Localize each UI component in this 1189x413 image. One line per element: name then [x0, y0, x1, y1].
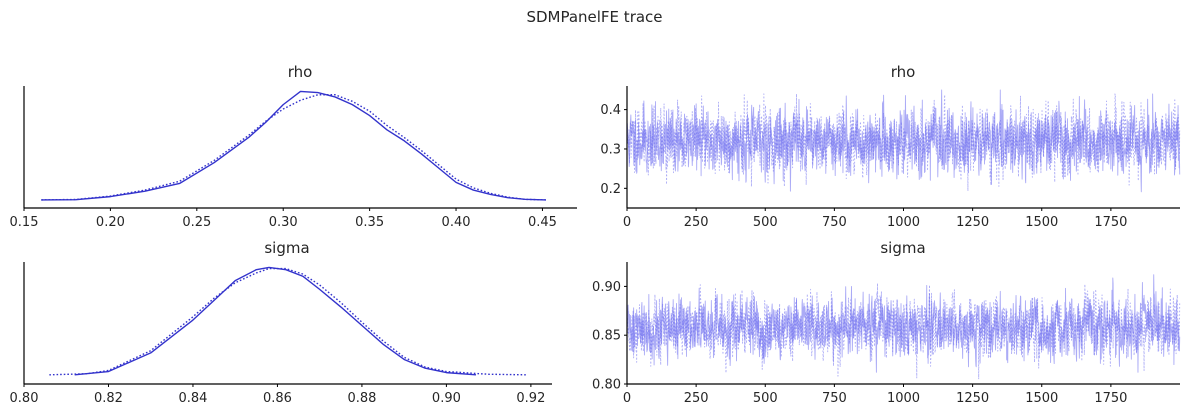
sigma-density-title: sigma	[264, 239, 309, 257]
rho-trace-series-dotted-line	[626, 93, 1181, 192]
rho-trace-x-tick-label: 250	[684, 215, 709, 230]
rho-trace-x-tick-label: 1000	[887, 215, 920, 230]
rho-density-series-dotted-line	[41, 94, 546, 201]
rho-density-x-tick-label: 0.30	[269, 215, 298, 230]
sigma-density-series-dotted-line	[49, 267, 527, 376]
sigma-trace-y-tick-label: 0.80	[592, 378, 621, 393]
sigma-trace-x-tick-label: 750	[822, 391, 847, 406]
figure-title: SDMPanelFE trace	[526, 8, 662, 26]
rho-density-panel: rho 0.15 0.20 0.25 0.30 0.35 0.40 0.45	[10, 63, 577, 230]
sigma-density-x-tick-label: 0.86	[263, 391, 292, 406]
rho-density-x-tick-label: 0.40	[442, 215, 471, 230]
rho-trace-x-tick-label: 500	[753, 215, 778, 230]
sigma-trace-x-tick-label: 1750	[1094, 391, 1127, 406]
rho-trace-x-tick-label: 0	[623, 215, 631, 230]
rho-density-x-tick-label: 0.25	[182, 215, 211, 230]
rho-trace-x-tick-label: 750	[822, 215, 847, 230]
rho-density-x-tick-label: 0.20	[96, 215, 125, 230]
sigma-density-x-tick-label: 0.90	[432, 391, 461, 406]
rho-trace-y-tick-label: 0.2	[600, 182, 621, 197]
rho-trace-panel: rho 0 250 500 750 1000 1250 1500 1750 0.2 0.3 0.4	[600, 63, 1181, 230]
sigma-trace-y-tick-label: 0.85	[592, 329, 621, 344]
sigma-density-x-tick-label: 0.84	[178, 391, 207, 406]
sigma-trace-y-tick-label: 0.90	[592, 280, 621, 295]
rho-density-x-tick-label: 0.45	[528, 215, 557, 230]
sigma-trace-series-dotted-line	[626, 282, 1181, 380]
rho-density-x-tick-label: 0.35	[355, 215, 384, 230]
sigma-density-series-solid-line	[74, 266, 477, 376]
sigma-trace-x-tick-label: 1500	[1025, 391, 1058, 406]
sigma-trace-panel: sigma 0 250 500 750 1000 1250 1500 1750 0.80 0.85…	[592, 239, 1181, 406]
rho-trace-y-tick-label: 0.4	[600, 103, 621, 118]
rho-trace-title: rho	[891, 63, 916, 81]
rho-density-x-tick-label: 0.15	[10, 215, 39, 230]
rho-trace-x-tick-label: 1250	[956, 215, 989, 230]
rho-trace-x-tick-label: 1500	[1025, 215, 1058, 230]
sigma-density-x-tick-label: 0.88	[347, 391, 376, 406]
sigma-trace-title: sigma	[880, 239, 925, 257]
sigma-trace-x-tick-label: 500	[753, 391, 778, 406]
sigma-density-x-tick-label: 0.82	[94, 391, 123, 406]
sigma-density-panel: sigma 0.80 0.82 0.84 0.86 0.88 0.90 0.92	[10, 239, 552, 406]
sigma-trace-x-tick-label: 0	[623, 391, 631, 406]
sigma-trace-x-tick-label: 1250	[956, 391, 989, 406]
sigma-density-x-tick-label: 0.80	[10, 391, 39, 406]
rho-trace-x-tick-label: 1750	[1094, 215, 1127, 230]
sigma-trace-x-tick-label: 1000	[887, 391, 920, 406]
sigma-trace-x-tick-label: 250	[684, 391, 709, 406]
rho-trace-y-tick-label: 0.3	[600, 142, 621, 157]
rho-density-series-solid-line	[41, 90, 546, 201]
sigma-density-x-tick-label: 0.92	[516, 391, 545, 406]
rho-density-title: rho	[288, 63, 313, 81]
